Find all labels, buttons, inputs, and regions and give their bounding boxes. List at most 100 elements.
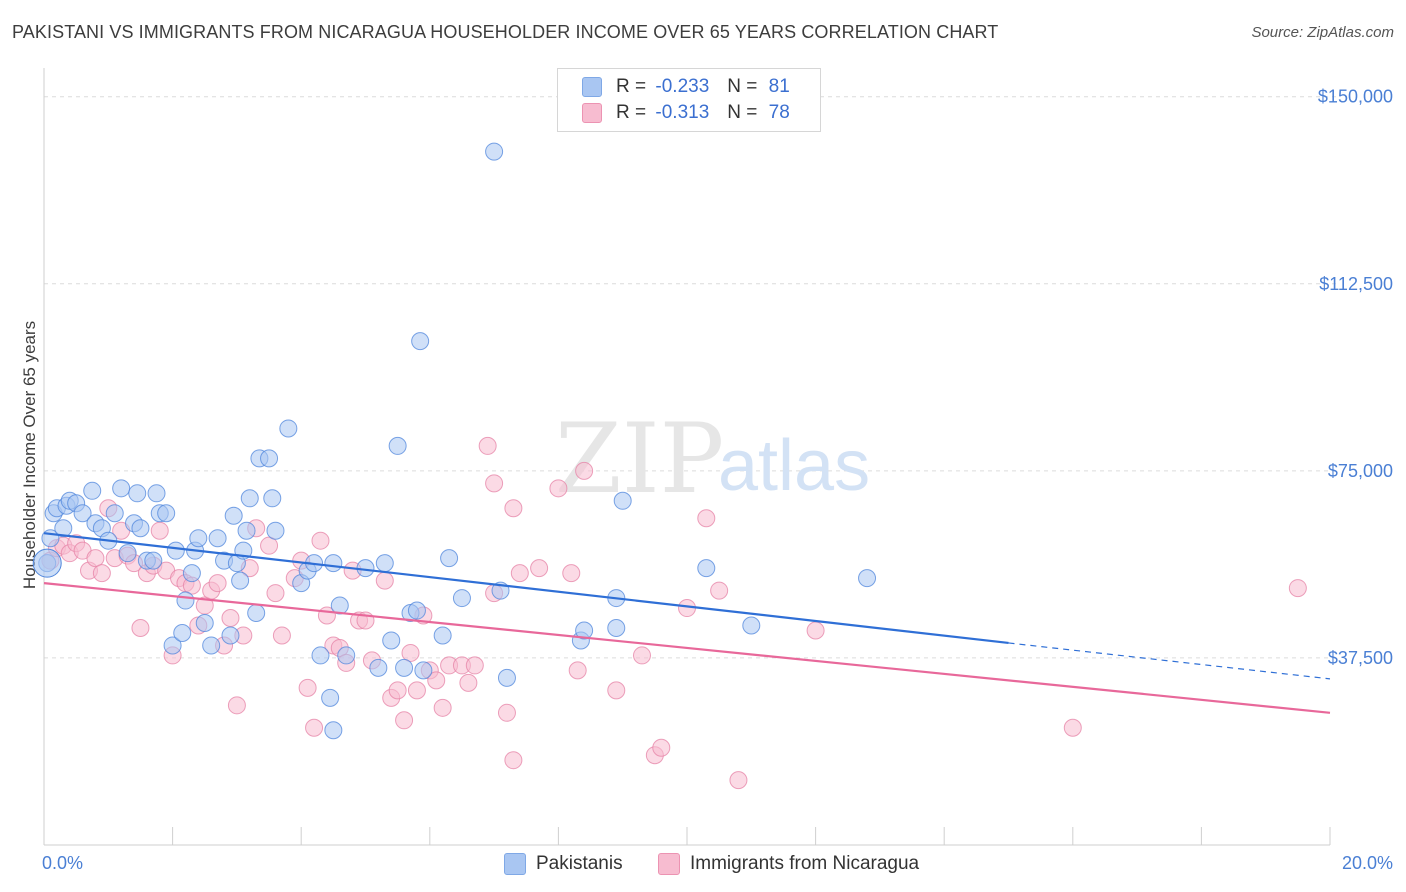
pakistani-point [388,436,407,455]
legend-r-value: -0.313 [655,102,710,123]
pakistani-point [607,618,626,637]
pakistani-point [369,658,388,677]
nicaragua-trend-line [43,582,1331,714]
legend-row-nicaragua: R = -0.313 N = 78 [582,101,790,125]
legend-r-label: R = [616,102,647,123]
legend-row-pakistanis: R = -0.233 N = 81 [582,75,790,99]
tick-labels: $37,500 $75,000 $112,500 $150,000 0.0% 20.0% [42,87,1393,873]
pakistani-point [266,521,285,540]
nicaragua-point [1288,579,1307,598]
pakistani-point [231,571,250,590]
y-tick-label: $150,000 [1318,87,1393,107]
bottom-legend-swatch-nicaragua [658,853,680,875]
nicaragua-point [150,521,169,540]
nicaragua-point [465,656,484,675]
pakistani-point [182,564,201,583]
legend-r-value: -0.233 [655,76,710,97]
nicaragua-point [652,738,671,757]
pakistani-point [485,142,504,161]
pakistani-point [575,621,594,640]
pakistani-point [414,661,433,680]
legend-swatch-nicaragua [582,103,602,123]
chart-source: Source: ZipAtlas.com [1251,24,1394,41]
pakistani-point [858,569,877,588]
pakistani-point [240,489,259,508]
pakistani-point [173,623,192,642]
nicaragua-point [407,681,426,700]
pakistani-point [395,658,414,677]
nicaragua-point [266,584,285,603]
bottom-legend-nicaragua: Immigrants from Nicaragua [658,851,919,877]
pakistani-point [118,544,137,563]
pakistani-point [497,668,516,687]
nicaragua-point [221,609,240,628]
pakistani-point [176,591,195,610]
legend-swatch-pakistanis [582,77,602,97]
watermark: ZIP [555,403,724,515]
nicaragua-point [485,474,504,493]
pakistani-point [144,551,163,570]
pakistani-point [202,636,221,655]
pakistani-point [147,484,166,503]
nicaragua-point [1063,718,1082,737]
nicaragua-point [729,771,748,790]
nicaragua-point [401,643,420,662]
trend-lines [43,532,1331,714]
nicaragua-point [298,678,317,697]
pakistani-point [208,529,227,548]
pakistani-point [247,604,266,623]
pakistani-point [112,479,131,498]
nicaragua-point [549,479,568,498]
nicaragua-point [459,673,478,692]
legend-n-value: 81 [768,76,790,97]
pakistani-point [83,481,102,500]
nicaragua-point [311,531,330,550]
pakistani-point [131,519,150,538]
nicaragua-point [131,618,150,637]
pakistani-point [237,521,256,540]
chart-title: PAKISTANI VS IMMIGRANTS FROM NICARAGUA H… [12,22,999,42]
nicaragua-point [510,564,529,583]
axes [43,68,1331,846]
pakistani-point [337,646,356,665]
pakistani-point [411,332,430,351]
pakistani-point [324,721,343,740]
nicaragua-point [92,564,111,583]
pakistani-point [260,449,279,468]
nicaragua-point [632,646,651,665]
pakistani-point [163,636,182,655]
pakistani-point [613,491,632,510]
pakistani-point [166,541,185,560]
x-tick-label: 20.0% [1342,853,1393,873]
bottom-legend-pakistanis: Pakistanis [504,851,623,877]
pakistani-point [221,626,240,645]
nicaragua-point [697,509,716,528]
pakistani-point [263,489,282,508]
nicaragua-point [710,581,729,600]
nicaragua-point [562,564,581,583]
bottom-legend-label: Pakistanis [536,853,623,874]
legend-r-label: R = [616,76,647,97]
nicaragua-point [305,718,324,737]
watermark-atlas: atlas [718,426,870,506]
pakistani-point [375,554,394,573]
x-tick-label: 0.0% [42,853,83,873]
y-tick-label: $75,000 [1328,461,1393,481]
nicaragua-point [497,703,516,722]
nicaragua-point [568,661,587,680]
legend-n-label: N = [727,102,758,123]
nicaragua-point [208,574,227,593]
pakistani-point [324,554,343,573]
pakistani-trend-line [43,532,1009,645]
nicaragua-point [530,559,549,578]
nicaragua-point [86,549,105,568]
pakistani-point [433,626,452,645]
legend-n-value: 78 [768,102,790,123]
pakistani-point [742,616,761,635]
bottom-legend-swatch-pakistanis [504,853,526,875]
pakistani-trend-extension [1008,642,1331,680]
pakistani-point [128,484,147,503]
pakistani-point [407,601,426,620]
y-tick-label: $112,500 [1319,274,1393,294]
pakistani-point [311,646,330,665]
